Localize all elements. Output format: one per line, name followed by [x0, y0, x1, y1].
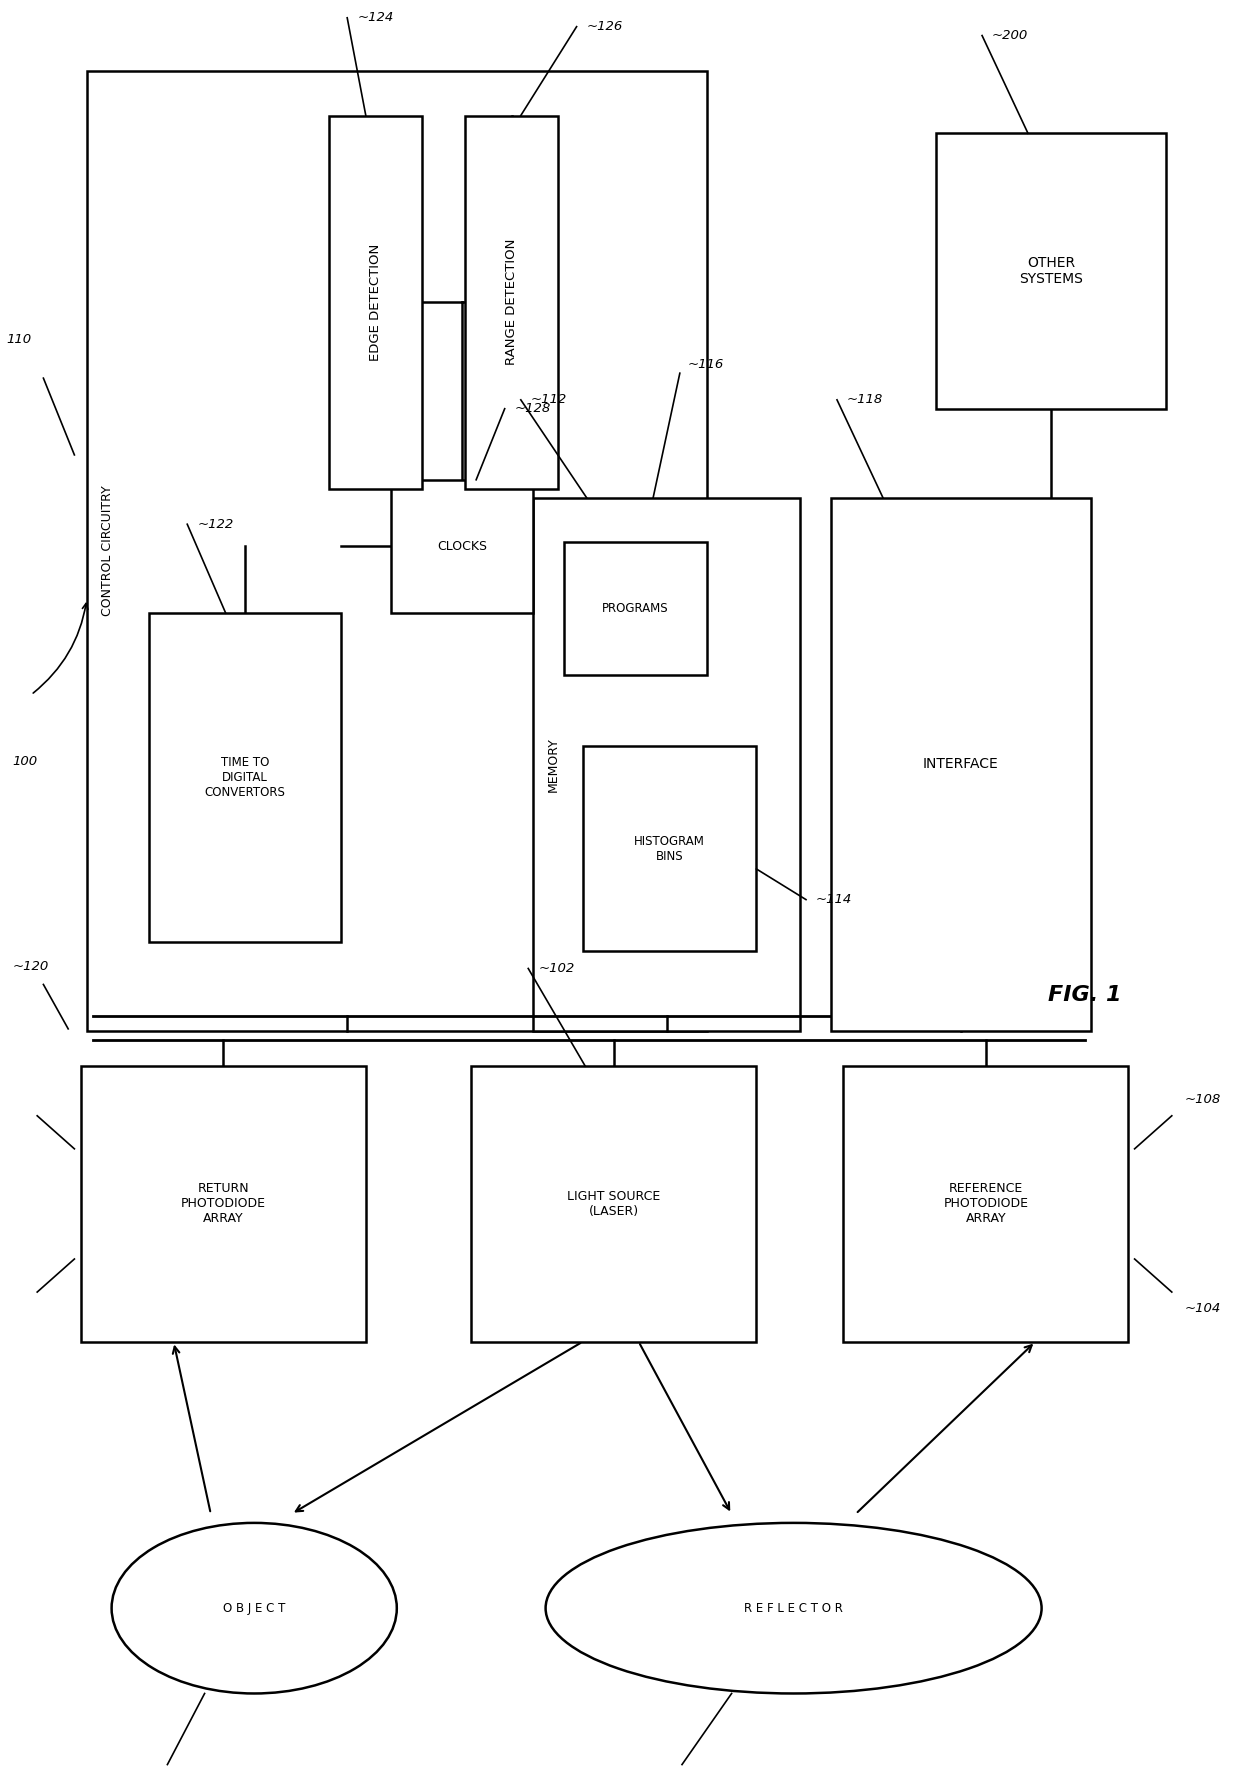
- Text: INTERFACE: INTERFACE: [923, 757, 999, 771]
- FancyBboxPatch shape: [831, 498, 1091, 1031]
- FancyBboxPatch shape: [564, 542, 707, 675]
- Text: ~124: ~124: [357, 11, 393, 25]
- Text: ~102: ~102: [538, 961, 574, 976]
- Text: RANGE DETECTION: RANGE DETECTION: [505, 238, 518, 366]
- Text: TIME TO
DIGITAL
CONVERTORS: TIME TO DIGITAL CONVERTORS: [205, 755, 285, 800]
- FancyBboxPatch shape: [87, 71, 707, 1031]
- Text: ~200: ~200: [992, 28, 1028, 43]
- Text: RETURN
PHOTODIODE
ARRAY: RETURN PHOTODIODE ARRAY: [181, 1182, 265, 1226]
- Text: CONTROL CIRCUITRY: CONTROL CIRCUITRY: [102, 485, 114, 617]
- FancyBboxPatch shape: [583, 746, 756, 951]
- FancyBboxPatch shape: [471, 1066, 756, 1342]
- Ellipse shape: [546, 1523, 1042, 1693]
- Text: ~126: ~126: [587, 20, 622, 34]
- FancyBboxPatch shape: [329, 116, 422, 489]
- Text: ~114: ~114: [816, 894, 852, 906]
- Text: LIGHT SOURCE
(LASER): LIGHT SOURCE (LASER): [567, 1191, 661, 1217]
- FancyBboxPatch shape: [465, 116, 558, 489]
- Text: ~112: ~112: [531, 393, 567, 407]
- Text: EDGE DETECTION: EDGE DETECTION: [368, 243, 382, 361]
- Text: HISTOGRAM
BINS: HISTOGRAM BINS: [634, 835, 706, 862]
- FancyBboxPatch shape: [843, 1066, 1128, 1342]
- Text: PROGRAMS: PROGRAMS: [603, 602, 668, 615]
- FancyBboxPatch shape: [936, 133, 1166, 409]
- Text: O B J E C T: O B J E C T: [223, 1601, 285, 1615]
- Text: ~104: ~104: [1184, 1303, 1220, 1315]
- Text: CLOCKS: CLOCKS: [436, 540, 487, 553]
- FancyBboxPatch shape: [149, 613, 341, 942]
- Text: OTHER
SYSTEMS: OTHER SYSTEMS: [1019, 256, 1083, 286]
- Text: REFERENCE
PHOTODIODE
ARRAY: REFERENCE PHOTODIODE ARRAY: [944, 1182, 1028, 1226]
- Text: ~118: ~118: [847, 393, 883, 407]
- Text: ~108: ~108: [1184, 1093, 1220, 1105]
- Text: MEMORY: MEMORY: [547, 737, 559, 791]
- Text: 110: 110: [6, 334, 31, 347]
- Text: ~116: ~116: [688, 357, 724, 371]
- Text: ~120: ~120: [12, 960, 48, 974]
- Text: 100: 100: [12, 755, 37, 768]
- Text: ~122: ~122: [197, 517, 233, 531]
- FancyBboxPatch shape: [391, 480, 533, 613]
- Text: ~128: ~128: [515, 402, 551, 416]
- FancyBboxPatch shape: [533, 498, 800, 1031]
- Text: R E F L E C T O R: R E F L E C T O R: [744, 1601, 843, 1615]
- Ellipse shape: [112, 1523, 397, 1693]
- FancyBboxPatch shape: [81, 1066, 366, 1342]
- Text: FIG. 1: FIG. 1: [1048, 984, 1122, 1006]
